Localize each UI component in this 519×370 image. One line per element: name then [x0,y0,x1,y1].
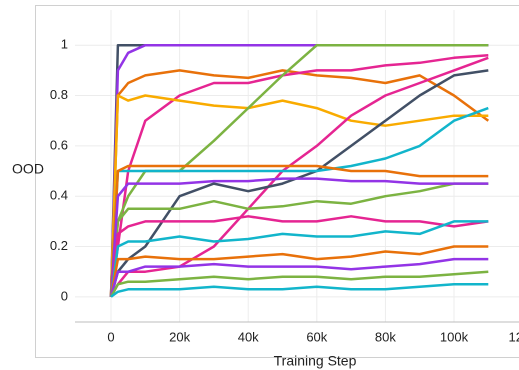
series-line [109,182,489,297]
x-tick-label: 0 [107,329,114,344]
series-line [109,177,489,297]
series-line [109,69,490,297]
y-tick-label: 0.2 [50,238,68,253]
y-tick-label: 0.4 [50,188,68,203]
x-tick-label: 40k [238,329,259,344]
x-axis-label: Training Step [274,353,357,369]
y-tick-label: 0.8 [50,87,68,102]
series-line [109,270,489,298]
series-line [109,164,489,297]
series-line [109,245,489,298]
x-tick-label: 80k [375,329,396,344]
series-line [109,69,489,298]
y-tick-label: 0 [61,288,68,303]
y-axis-label: OOD [12,161,44,177]
series-line [109,94,489,297]
series-line [109,43,489,297]
lines [109,43,490,298]
x-tick-label: 20k [169,329,190,344]
x-tick-label: 120k [508,329,519,344]
series-line [109,54,489,297]
series-line [109,215,489,297]
x-tick-label: 60k [306,329,327,344]
series-line [109,257,489,298]
series-line [110,283,489,298]
x-tick-label: 100k [440,329,469,344]
y-tick-label: 0.6 [50,137,68,152]
y-tick-label: 1 [61,37,68,52]
series-line [109,106,489,297]
series-line [109,220,489,297]
